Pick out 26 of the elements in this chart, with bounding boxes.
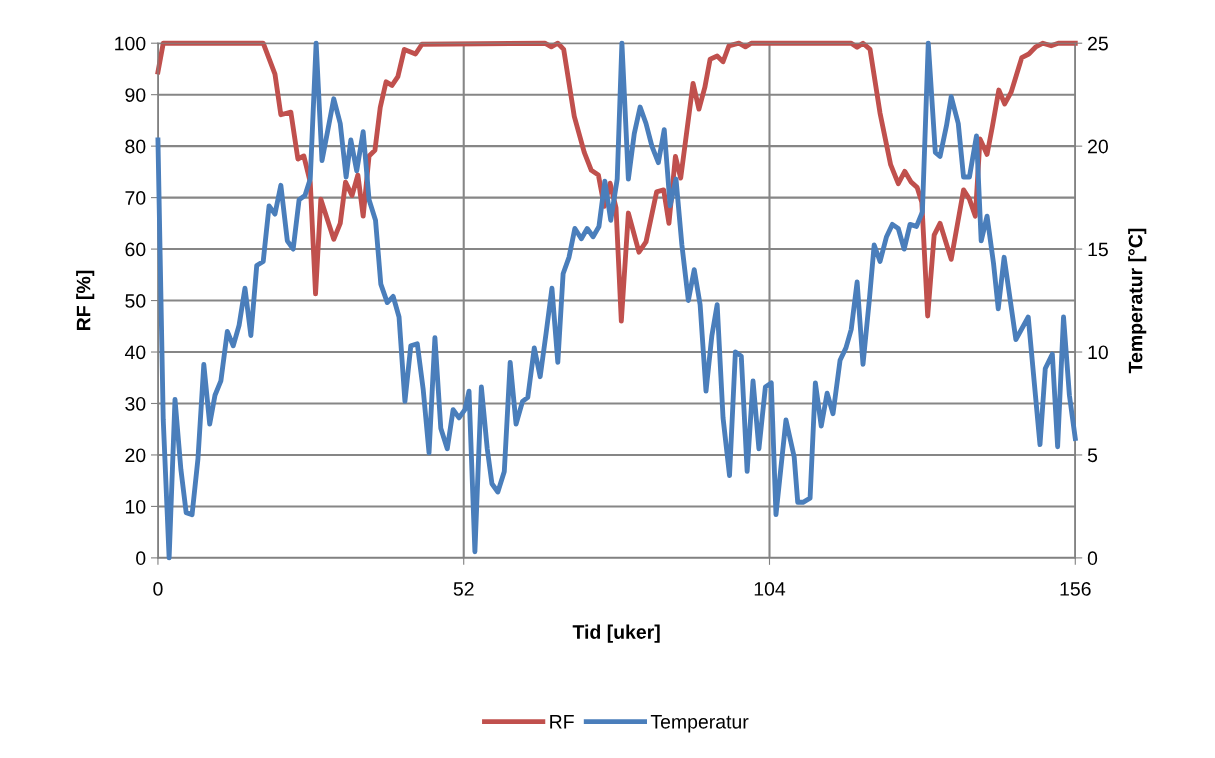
- x-tick-label: 0: [153, 582, 163, 596]
- y-tick-label: 20: [125, 448, 146, 463]
- y2-tick-label: 0: [1087, 551, 1098, 566]
- y-tick-label: 10: [126, 499, 146, 514]
- x-tick-label: 156: [1060, 582, 1091, 596]
- y-tick-label: 60: [125, 242, 146, 257]
- x-axis-title: Tid [uker]: [572, 624, 660, 643]
- y2-tick-label: 5: [1087, 448, 1098, 463]
- y2-tick-label: 20: [1088, 139, 1108, 154]
- y-tick-label: 40: [124, 345, 146, 360]
- legend-label: Temperatur: [650, 715, 749, 733]
- y-tick-label: 80: [125, 139, 146, 154]
- y-tick-label: 30: [125, 396, 146, 411]
- x-tick-label: 52: [453, 582, 474, 596]
- y-tick-label: 90: [125, 88, 146, 102]
- y-axis-title: RF [%]: [76, 270, 95, 331]
- y2-tick-label: 25: [1088, 36, 1108, 51]
- y-tick-label: 100: [115, 36, 146, 51]
- y2-tick-label: 10: [1088, 345, 1108, 360]
- legend-label: RF: [550, 715, 574, 729]
- y2-tick-label: 15: [1088, 242, 1108, 257]
- y2-axis-title: Temperatur [°C]: [1128, 228, 1147, 374]
- y-tick-label: 50: [125, 294, 146, 308]
- y-tick-label: 0: [136, 551, 146, 566]
- y-tick-label: 70: [125, 191, 146, 205]
- x-tick-label: 104: [754, 582, 786, 596]
